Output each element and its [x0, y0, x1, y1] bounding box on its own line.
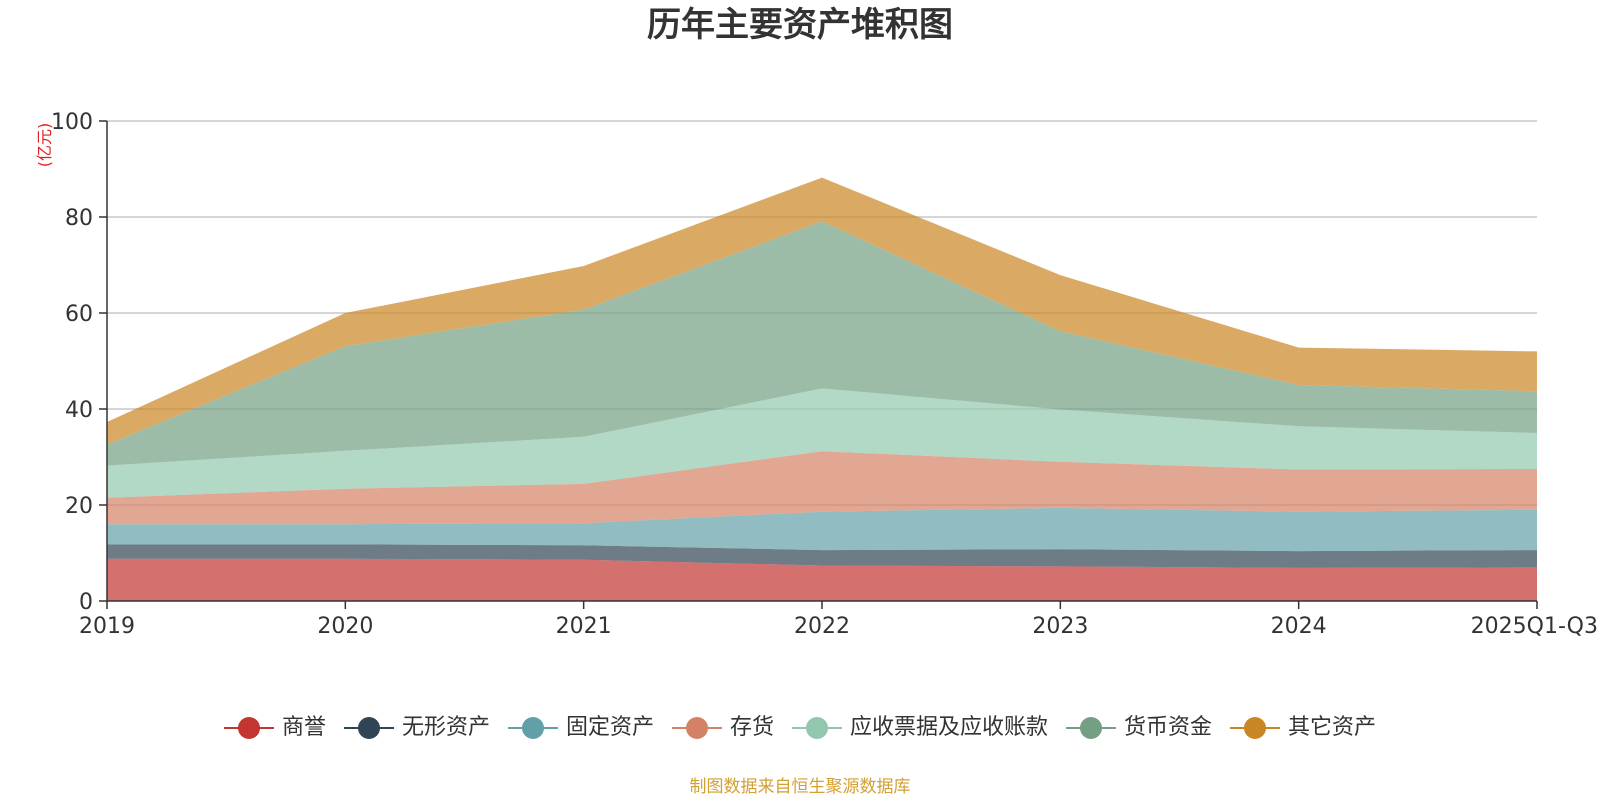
legend-label: 商誉 [281, 715, 326, 740]
y-tick-label: 40 [65, 398, 93, 423]
area-series-6[interactable] [107, 177, 1537, 445]
axes: 0 20 40 60 80 100 2019 2020 2021 2022 2023 2024 2025… [51, 110, 1598, 639]
stacked-areas [107, 177, 1537, 601]
legend-item-1[interactable]: 无形资产 [343, 713, 490, 743]
area-series-2[interactable] [107, 507, 1537, 552]
legend-marker-icon [507, 717, 558, 739]
legend-marker-icon [792, 717, 842, 739]
x-tick-label: 2024 [1271, 614, 1327, 639]
legend-item-5[interactable]: 货币资金 [1066, 713, 1212, 743]
source-note: 制图数据来自恒生聚源数据库 [689, 777, 911, 797]
x-tick-label: 2022 [794, 614, 850, 639]
legend-label: 应收票据及应收账款 [850, 715, 1049, 740]
x-tick-label: 2019 [79, 614, 135, 639]
legend-marker-icon [1230, 717, 1281, 739]
y-tick-label: 0 [79, 590, 93, 615]
y-tick-label: 20 [65, 494, 93, 519]
area-series-3[interactable] [107, 451, 1537, 525]
legend-label: 固定资产 [565, 715, 654, 740]
legend-item-4[interactable]: 应收票据及应收账款 [792, 713, 1048, 743]
legend-marker-icon [1066, 717, 1117, 739]
y-tick-label: 100 [51, 110, 93, 135]
legend-item-2[interactable]: 固定资产 [507, 713, 654, 743]
legend-item-3[interactable]: 存货 [671, 713, 774, 743]
legend-marker-icon [223, 717, 274, 739]
area-series-0[interactable] [107, 558, 1537, 601]
legend-marker-icon [343, 717, 394, 739]
area-series-5[interactable] [107, 221, 1537, 466]
legend-item-0[interactable]: 商誉 [223, 713, 326, 743]
legend-label: 无形资产 [401, 715, 490, 740]
x-tick-label: 2025Q1-Q3 [1471, 614, 1598, 639]
area-series-4[interactable] [107, 388, 1537, 498]
x-tick-label: 2021 [556, 614, 612, 639]
legend: 商誉 无形资产 固定资产 存货 应收票据及应收账款 货币资金 其它资产 [0, 713, 1600, 743]
chart-title: 历年主要资产堆积图 [647, 5, 953, 45]
legend-marker-icon [671, 717, 722, 739]
x-tick-label: 2023 [1032, 614, 1088, 639]
legend-label: 货币资金 [1124, 715, 1213, 740]
y-axis-unit-label: (亿元) [35, 123, 54, 168]
y-tick-label: 80 [65, 206, 93, 231]
legend-label: 存货 [729, 715, 774, 740]
legend-item-6[interactable]: 其它资产 [1230, 713, 1376, 743]
y-tick-label: 60 [65, 302, 93, 327]
x-tick-label: 2020 [317, 614, 373, 639]
area-series-1[interactable] [107, 544, 1537, 568]
legend-label: 其它资产 [1288, 715, 1377, 740]
